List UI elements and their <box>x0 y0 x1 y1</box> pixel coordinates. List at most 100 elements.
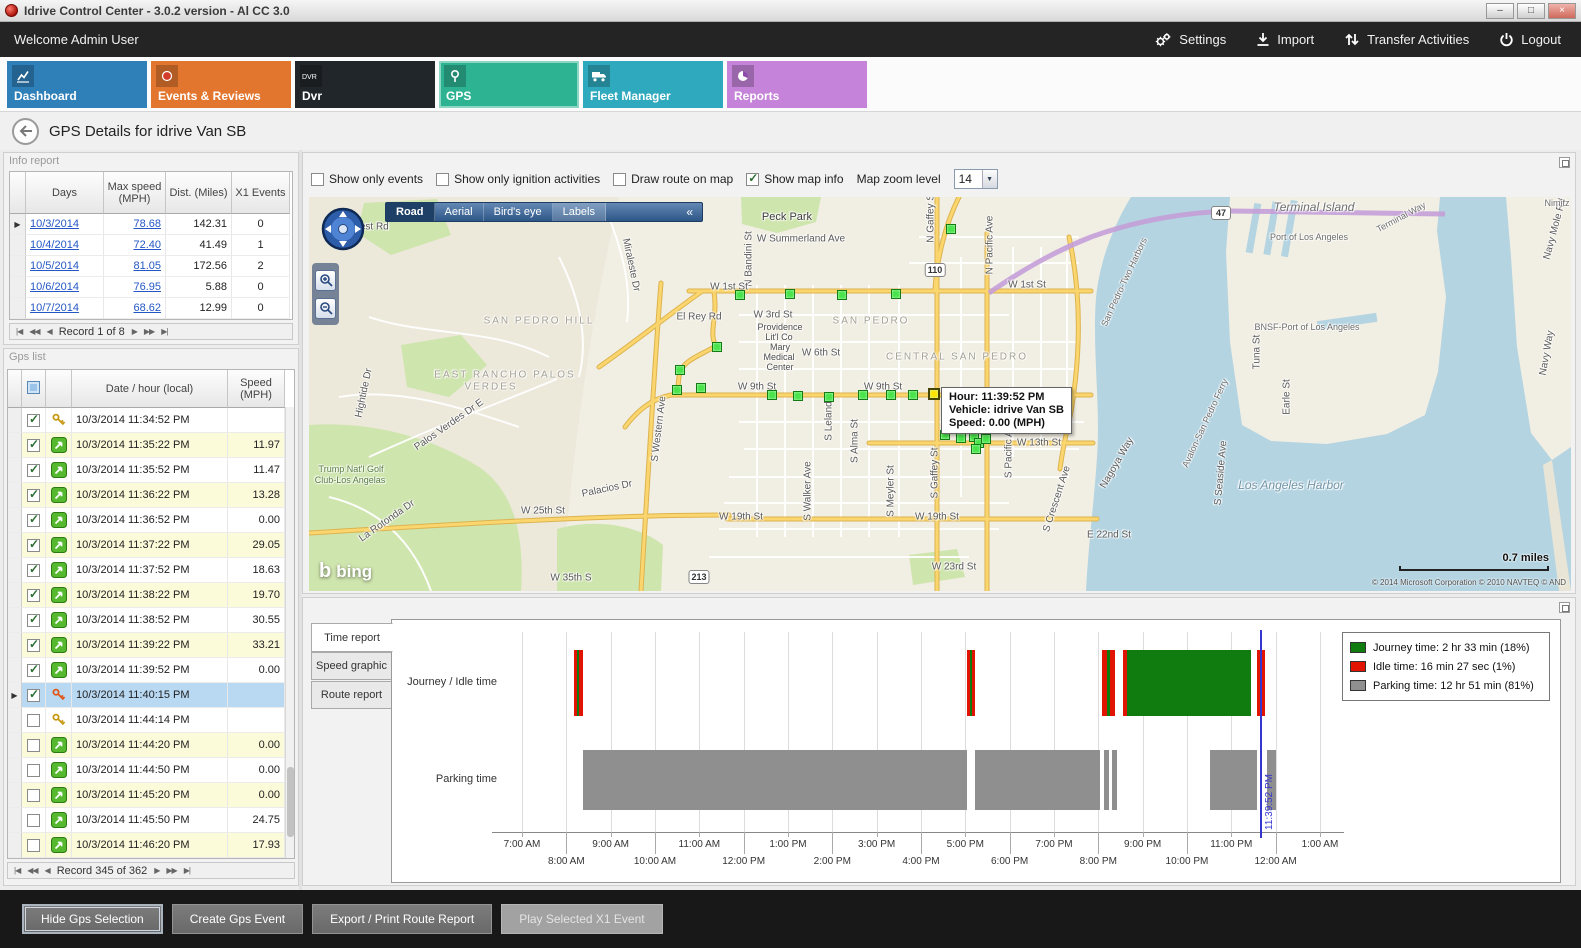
tab-time-report[interactable]: Time report <box>311 623 393 652</box>
gps-row-checkbox[interactable] <box>27 713 40 727</box>
gps-row-checkbox[interactable] <box>27 487 40 502</box>
gps-row-checkbox[interactable] <box>27 462 40 477</box>
gps-prev-record-button[interactable]: ◀ <box>44 866 51 875</box>
zoom-in-button[interactable] <box>315 269 336 291</box>
gps-marker[interactable] <box>886 390 896 400</box>
gps-prev-page-button[interactable]: ◀◀ <box>27 866 38 875</box>
gps-first-record-button[interactable]: |◀ <box>14 866 21 875</box>
info-max-speed-link[interactable]: 72.40 <box>104 235 166 256</box>
tab-route-report[interactable]: Route report <box>311 681 392 709</box>
gps-marker[interactable] <box>712 342 722 352</box>
map-panel-collapse-button[interactable] <box>1559 157 1570 168</box>
info-row[interactable]: 10/4/2014 72.40 41.49 1 <box>10 235 292 256</box>
gps-column-date-hour-local[interactable]: Date / hour (local) <box>72 370 228 408</box>
gps-row[interactable]: ▶ 10/3/2014 11:40:15 PM <box>8 683 294 708</box>
menu-item-logout[interactable]: Logout <box>1499 32 1561 47</box>
gps-marker[interactable] <box>971 444 981 454</box>
info-row[interactable]: 10/7/2014 68.62 12.99 0 <box>10 298 292 319</box>
select-all-icon[interactable] <box>27 380 40 397</box>
info-row[interactable]: 10/6/2014 76.95 5.88 0 <box>10 277 292 298</box>
gps-next-record-button[interactable]: ▶ <box>154 866 160 875</box>
info-day-link[interactable]: 10/5/2014 <box>26 256 104 277</box>
tab-reports[interactable]: Reports <box>727 61 867 108</box>
gps-row-checkbox[interactable] <box>27 763 40 777</box>
export-print-route-report-button[interactable]: Export / Print Route Report <box>312 904 493 934</box>
menu-item-settings[interactable]: Settings <box>1154 32 1226 48</box>
gps-next-page-button[interactable]: ▶▶ <box>166 866 177 875</box>
info-day-link[interactable]: 10/4/2014 <box>26 235 104 256</box>
gps-row-checkbox[interactable] <box>27 512 40 527</box>
gps-row-checkbox[interactable] <box>27 738 40 752</box>
info-max-speed-link[interactable]: 78.68 <box>104 214 166 235</box>
gps-row-checkbox[interactable] <box>27 562 40 577</box>
info-prev-record-button[interactable]: ◀ <box>46 327 53 336</box>
info-prev-page-button[interactable]: ◀◀ <box>29 327 40 336</box>
tab-dvr[interactable]: DVR Dvr <box>295 61 435 108</box>
tab-gps[interactable]: GPS <box>439 61 579 108</box>
info-row[interactable]: 10/5/2014 81.05 172.56 2 <box>10 256 292 277</box>
gps-marker[interactable] <box>837 290 847 300</box>
gps-list-scrollbar-thumb[interactable] <box>287 767 294 837</box>
menu-item-transfer-activities[interactable]: Transfer Activities <box>1344 32 1469 47</box>
checkbox-show-only-ignition-activities[interactable] <box>436 172 450 186</box>
gps-column-2[interactable] <box>46 370 72 408</box>
gps-row[interactable]: 10/3/2014 11:39:52 PM0.00 <box>8 658 294 683</box>
gps-marker[interactable] <box>696 383 706 393</box>
info-day-link[interactable]: 10/7/2014 <box>26 298 104 319</box>
close-button[interactable]: × <box>1548 2 1576 19</box>
map-view-labels[interactable]: Labels <box>552 203 606 221</box>
gps-row-checkbox[interactable] <box>27 662 40 677</box>
gps-list-scrollbar[interactable] <box>285 407 294 858</box>
tab-fleet-manager[interactable]: Fleet Manager <box>583 61 723 108</box>
map-zoom-level-select[interactable]: 14 ▼ <box>953 169 998 189</box>
gps-row[interactable]: 10/3/2014 11:44:14 PM <box>8 708 294 733</box>
gps-row[interactable]: 10/3/2014 11:34:52 PM <box>8 408 294 433</box>
info-day-link[interactable]: 10/6/2014 <box>26 277 104 298</box>
gps-row[interactable]: 10/3/2014 11:45:20 PM 0.00 <box>8 783 294 808</box>
checkbox-show-only-events[interactable] <box>311 172 324 186</box>
gps-row-checkbox[interactable] <box>27 612 40 627</box>
gps-marker[interactable] <box>908 390 918 400</box>
info-column-x1-events[interactable]: X1 Events <box>232 172 290 214</box>
map-view-aerial[interactable]: Aerial <box>435 203 484 221</box>
tab-speed-graphic[interactable]: Speed graphic <box>311 652 392 680</box>
gps-row[interactable]: 10/3/2014 11:44:20 PM 0.00 <box>8 733 294 758</box>
tab-dashboard[interactable]: Dashboard <box>7 61 147 108</box>
info-row[interactable]: ▶ 10/3/2014 78.68 142.31 0 <box>10 214 292 235</box>
gps-marker[interactable] <box>675 365 685 375</box>
menu-item-import[interactable]: Import <box>1256 32 1314 47</box>
gps-marker[interactable] <box>981 434 991 444</box>
back-button[interactable] <box>12 117 39 145</box>
selected-gps-marker[interactable] <box>928 388 940 400</box>
info-next-record-button[interactable]: ▶ <box>131 327 138 336</box>
create-gps-event-button[interactable]: Create Gps Event <box>171 904 304 934</box>
map[interactable]: Crest Rd Peck Park W Summerland Ave Mirales… <box>309 197 1571 591</box>
gps-row-checkbox[interactable] <box>27 587 40 602</box>
info-max-speed-link[interactable]: 68.62 <box>104 298 166 319</box>
gps-row-checkbox[interactable] <box>27 813 40 827</box>
map-view-bird-s-eye[interactable]: Bird's eye <box>484 203 553 221</box>
gps-row-checkbox[interactable] <box>27 437 40 452</box>
gps-row-checkbox[interactable] <box>27 788 40 802</box>
gps-marker[interactable] <box>767 390 777 400</box>
gps-marker[interactable] <box>858 390 868 400</box>
gps-marker[interactable] <box>956 433 966 443</box>
checkbox-show-map-info[interactable] <box>746 171 760 186</box>
minimize-button[interactable]: – <box>1486 2 1514 19</box>
info-max-speed-link[interactable]: 76.95 <box>104 277 166 298</box>
checkbox-draw-route-on-map[interactable] <box>613 172 627 186</box>
info-column-days[interactable]: Days <box>26 172 104 214</box>
gps-row-checkbox[interactable] <box>27 637 40 652</box>
gps-marker[interactable] <box>793 391 803 401</box>
gps-marker[interactable] <box>946 224 956 234</box>
collapse-view-bar-button[interactable]: « <box>686 205 693 219</box>
info-max-speed-link[interactable]: 81.05 <box>104 256 166 277</box>
